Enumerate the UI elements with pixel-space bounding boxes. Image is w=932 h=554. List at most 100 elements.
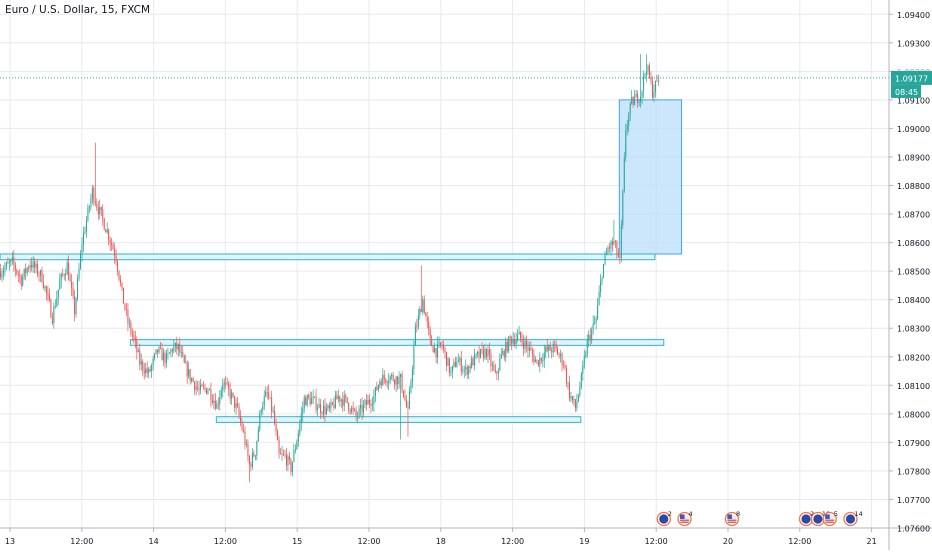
candle-body [343,395,345,406]
candle-body [520,331,522,339]
candle-body [613,240,615,245]
candle-body [20,275,22,286]
event-marker[interactable]: 5 [822,510,838,527]
candle-body [391,374,393,377]
candle-body [554,343,556,345]
candle-body [272,410,274,412]
candle-body [182,352,184,356]
candle-body [117,261,119,272]
candle-body [508,336,510,352]
y-tick-label: 1.08700 [897,211,930,220]
candle-body [371,404,373,406]
candle-body [365,400,367,405]
candle-body [373,396,375,405]
candle-body [632,97,634,106]
candle-body [222,385,224,391]
candle-body [296,441,298,450]
candle-body [134,337,136,341]
candle-body [542,360,544,362]
candle-body [480,349,482,358]
candle-body [13,257,15,265]
candle-body [647,65,649,72]
event-count: 4 [689,510,693,518]
candle-body [244,431,246,445]
candle-body [317,408,319,410]
candle-body [69,279,71,282]
event-count: 2 [810,510,814,518]
candle-body [161,348,163,361]
candle-body [402,390,405,397]
candle-body [72,287,74,297]
support-resistance-level[interactable] [0,253,656,261]
y-tick-label: 1.07800 [897,467,930,476]
y-tick-label: 1.09400 [897,11,930,20]
candle-body [266,391,268,393]
support-resistance-level[interactable] [215,416,582,423]
candle-body [7,262,9,264]
candle-body [400,373,402,378]
target-zone-box[interactable] [618,99,683,255]
candle-body [247,443,249,457]
zones [0,99,683,423]
candle-body [477,351,479,354]
candle-body [29,264,31,269]
candle-body [278,440,280,454]
candle-body [540,357,542,361]
candle-body [509,336,511,338]
candle-body [441,345,443,347]
candle-body [60,273,62,281]
candle-body [171,349,173,352]
candle-body [253,453,255,457]
candle-body [38,274,40,276]
candle-body [651,81,653,98]
candle-body [539,357,541,366]
x-tick-label: 14 [149,537,159,546]
candle-body [167,353,169,355]
candle-body [349,410,351,413]
candle-body [456,362,458,368]
candle-body [442,345,445,349]
candle-body [31,264,33,268]
candle-body [148,369,150,373]
candle-body [146,368,148,373]
candle-body [530,347,532,351]
event-marker[interactable]: 8 [724,510,740,527]
event-marker[interactable]: 4 [677,510,693,527]
candle-body [115,256,117,262]
y-tick-label: 1.08300 [897,325,930,334]
candle-body [312,396,314,398]
candle-body [342,399,344,406]
support-resistance-level[interactable] [129,339,665,346]
candle-body [588,335,590,340]
candle-body [88,206,90,208]
candle-body [82,233,84,245]
candle-body [234,396,236,408]
candle-body [487,349,489,357]
candle-body [488,349,490,355]
candle-body [594,322,596,324]
candle-body [48,294,50,301]
candle-body [99,206,101,214]
event-marker[interactable]: 2 [656,510,672,527]
candle-body [450,371,452,373]
candle-body [105,229,107,233]
x-tick-label: 12:00 [214,537,237,546]
candle-body [284,454,286,456]
candle-body [128,322,130,324]
candle-body [288,456,290,460]
candle-body [645,71,648,75]
event-marker[interactable]: 14 [843,510,863,527]
event-marker[interactable]: 2 [798,510,815,527]
y-tick-label: 1.09300 [897,39,930,48]
candle-body [285,454,287,466]
candle-body [571,396,573,401]
y-tick-label: 1.09100 [897,96,930,105]
candle-body [174,343,176,347]
candle-body [383,374,385,380]
candle-body [368,399,370,404]
candle-body [634,97,636,106]
candle-body [605,252,608,255]
candle-body [614,240,616,242]
